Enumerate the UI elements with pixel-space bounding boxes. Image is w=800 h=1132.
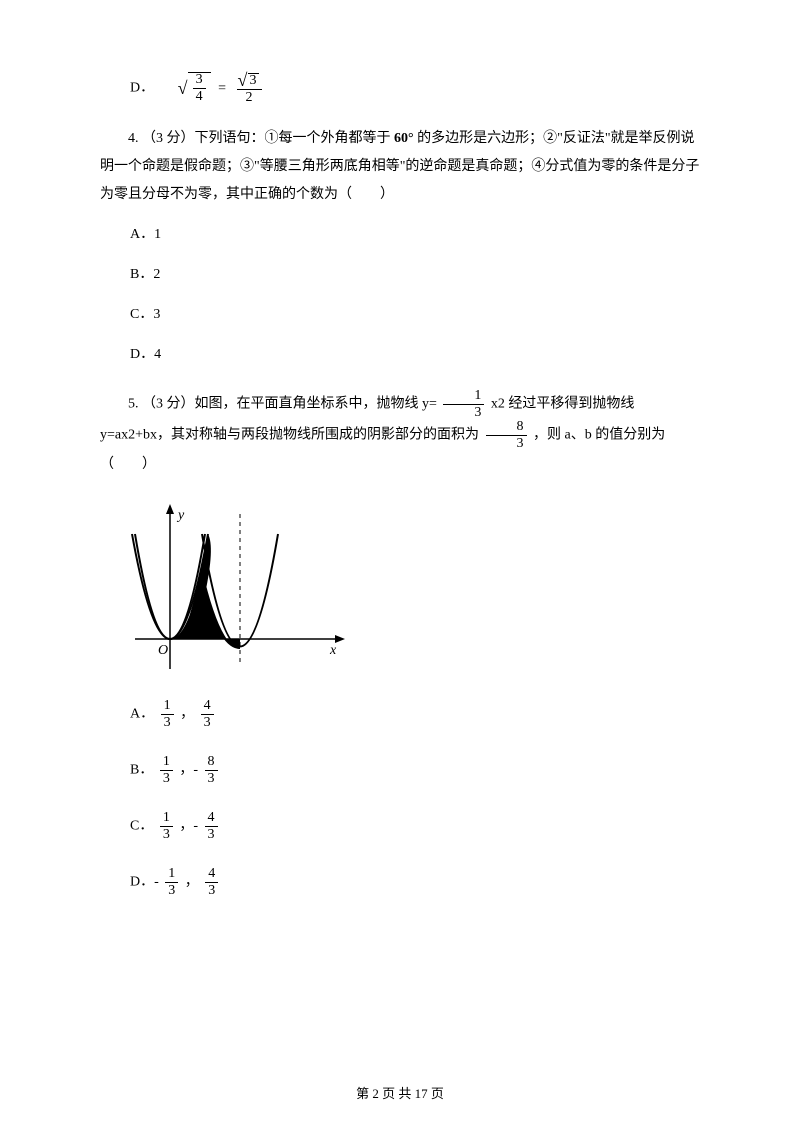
- label: D．-: [130, 874, 159, 889]
- option-d: D．- 13 ， 43: [130, 867, 700, 898]
- o-label: O: [158, 643, 168, 658]
- equals: =: [218, 81, 229, 96]
- option-b: B． 13 ，- 83: [130, 755, 700, 786]
- q-points: （3 分）: [142, 396, 195, 411]
- q4-text: 4. （3 分）下列语句：①每一个外角都等于 60° 的多边形是六边形；②"反证…: [100, 125, 700, 209]
- page-footer: 第 2 页 共 17 页: [0, 1081, 800, 1107]
- option-c: C．3: [130, 301, 700, 329]
- equation: 3 4 = 3 2: [178, 72, 265, 105]
- q5-text: 5. （3 分）如图，在平面直角坐标系中，抛物线 y= 1 3 x2 经过平移得…: [100, 389, 700, 479]
- footer-text: 第 2 页 共 17 页: [356, 1086, 444, 1101]
- den: 2: [237, 90, 262, 105]
- option-d: D． 3 4 = 3 2: [130, 72, 700, 105]
- area-frac: 8 3: [486, 420, 527, 451]
- sep: ，: [180, 706, 194, 721]
- option-d-label: D．: [130, 80, 154, 95]
- sep: ，-: [179, 762, 198, 777]
- option-b: B．2: [130, 261, 700, 289]
- body-a: 下列语句：①每一个外角都等于: [195, 131, 391, 146]
- label: A．: [130, 706, 154, 721]
- num: 3: [237, 73, 262, 90]
- option-c: C． 13 ，- 43: [130, 811, 700, 842]
- y-label: y: [176, 508, 185, 523]
- question-4: 4. （3 分）下列语句：①每一个外角都等于 60° 的多边形是六边形；②"反证…: [100, 125, 700, 369]
- label: C．: [130, 818, 153, 833]
- q-number: 4.: [128, 131, 139, 146]
- angle: 60°: [394, 131, 414, 146]
- den: 4: [193, 89, 206, 104]
- coef1: 1 3: [443, 389, 484, 420]
- option-a: A．1: [130, 221, 700, 249]
- body-a: 如图，在平面直角坐标系中，抛物线 y=: [195, 396, 437, 411]
- y-arrow: [166, 504, 174, 514]
- x-label: x: [329, 643, 337, 658]
- sep: ，: [185, 874, 199, 889]
- sep: ，-: [179, 818, 198, 833]
- q-points: （3 分）: [142, 131, 195, 146]
- q-number: 5.: [128, 396, 139, 411]
- label: B．: [130, 762, 153, 777]
- graph-svg: y x O: [130, 499, 360, 679]
- parabola-graph: y x O: [130, 499, 360, 679]
- q3-option-d: D． 3 4 = 3 2: [100, 72, 700, 105]
- x-arrow: [335, 635, 345, 643]
- question-5: 5. （3 分）如图，在平面直角坐标系中，抛物线 y= 1 3 x2 经过平移得…: [100, 389, 700, 898]
- num: 3: [193, 73, 206, 89]
- option-d: D．4: [130, 341, 700, 369]
- option-a: A． 13 ， 43: [130, 699, 700, 730]
